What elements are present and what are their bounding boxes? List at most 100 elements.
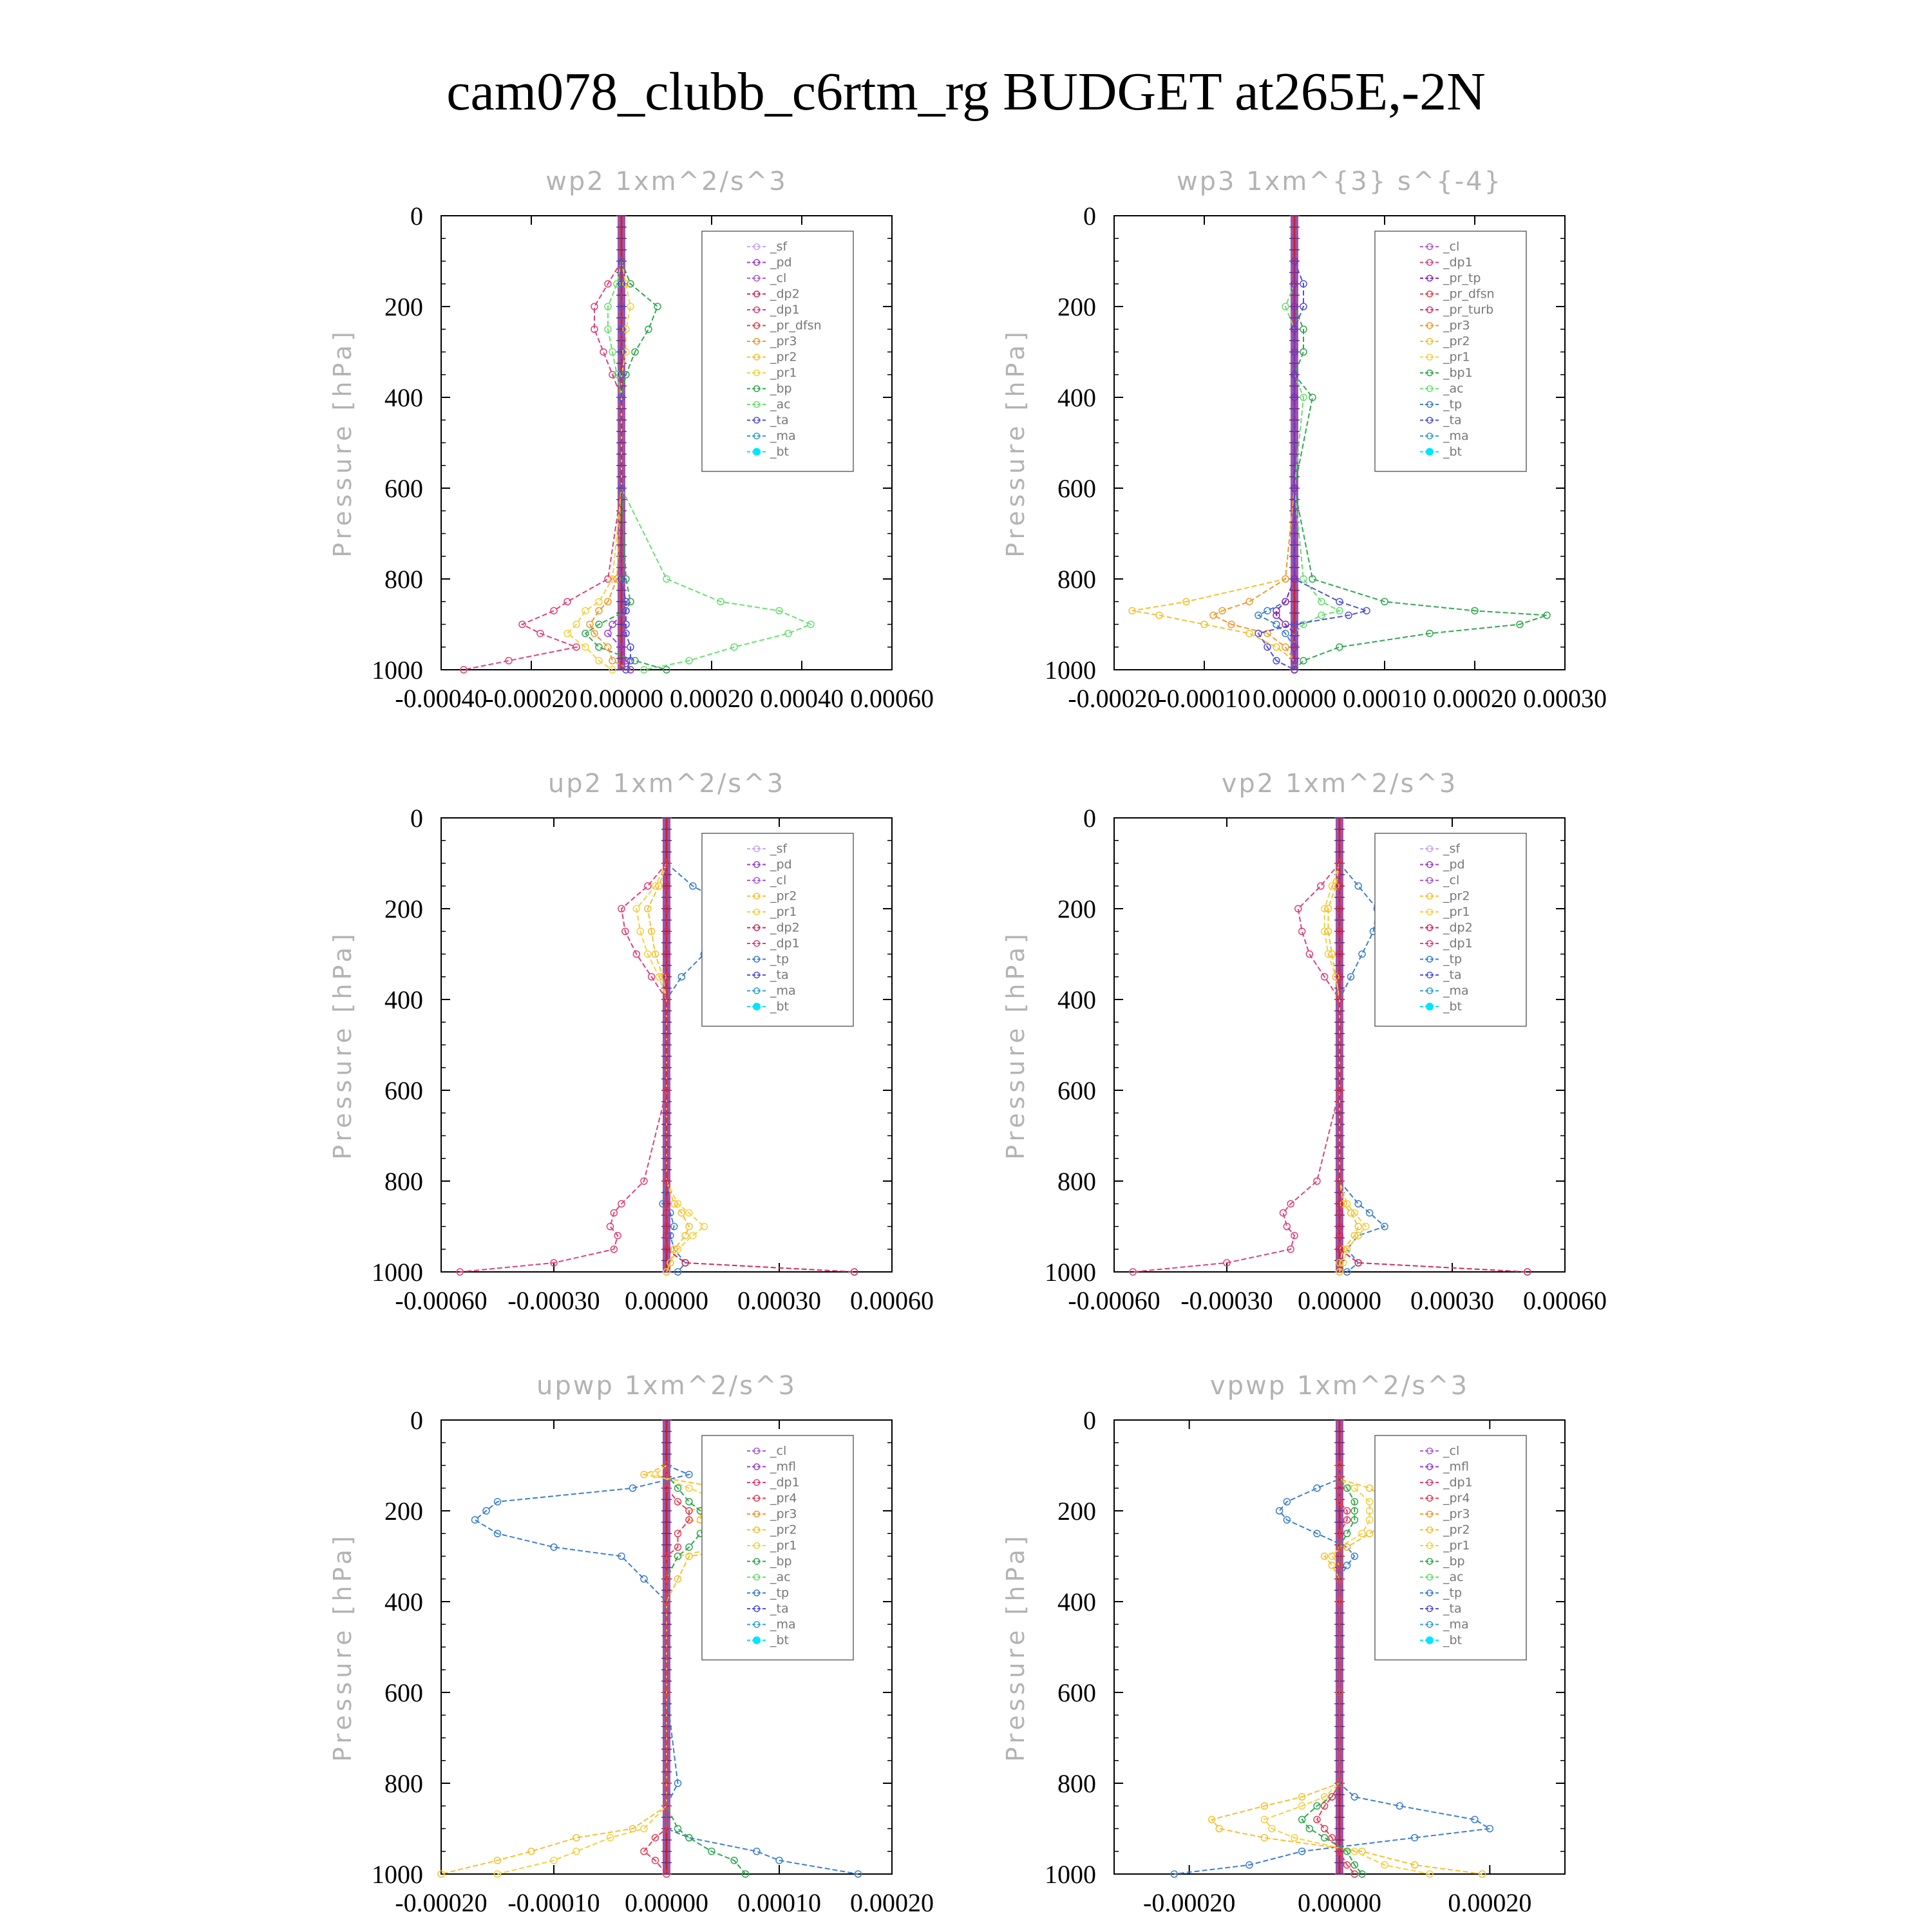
data-point-pr4 bbox=[685, 1516, 693, 1524]
data-point-pr1 bbox=[1362, 1222, 1370, 1231]
series-line-pr1 bbox=[1263, 1465, 1430, 1875]
data-point-bp bbox=[645, 325, 652, 333]
y-tick-label: 600 bbox=[384, 1076, 423, 1105]
data-point-tp bbox=[854, 1870, 862, 1878]
data-point-pr_tp bbox=[1291, 325, 1298, 333]
series-line-tp bbox=[1256, 261, 1295, 670]
data-point-pr1 bbox=[493, 1870, 502, 1878]
legend-label: _ta bbox=[770, 1602, 789, 1616]
data-point-tp bbox=[618, 1552, 625, 1560]
legend-label: _dp1 bbox=[1443, 936, 1473, 951]
data-point-pr_tp bbox=[1273, 607, 1280, 615]
legend-marker bbox=[753, 448, 761, 456]
panel-wp2: wp2 1xm^2/s^3 Pressure [hPa] 0 200 400 600 800… bbox=[328, 167, 934, 713]
data-point-pr2 bbox=[677, 1209, 686, 1217]
panel-title: vp2 1xm^2/s^3 bbox=[1222, 769, 1458, 799]
data-point-bp bbox=[627, 280, 634, 288]
legend-label: _cl bbox=[1443, 1444, 1459, 1458]
x-tick-label: -0.00010 bbox=[1158, 684, 1250, 713]
y-tick-label: 200 bbox=[1057, 895, 1096, 923]
legend-label: _ac bbox=[770, 397, 791, 412]
legend-label: _tp bbox=[1443, 397, 1462, 412]
data-point-bp bbox=[685, 1543, 693, 1551]
data-point-dp2 bbox=[663, 1200, 670, 1208]
legend-box bbox=[701, 231, 854, 472]
data-point-pr4 bbox=[1336, 1575, 1343, 1583]
legend-label: _bt bbox=[770, 999, 789, 1014]
legend-marker bbox=[753, 876, 761, 884]
legend-label: _dp1 bbox=[770, 936, 800, 951]
legend-marker bbox=[753, 432, 761, 440]
data-point-dp2 bbox=[1336, 1231, 1343, 1240]
data-point-pr1 bbox=[640, 1824, 648, 1833]
data-point-pr1 bbox=[1298, 1802, 1306, 1810]
legend-label: _ta bbox=[770, 968, 789, 982]
data-point-pr1 bbox=[609, 666, 616, 674]
data-point-pr2 bbox=[1332, 882, 1340, 890]
legend-marker bbox=[753, 1479, 761, 1486]
data-point-ta bbox=[1255, 629, 1262, 638]
data-point-dp2 bbox=[663, 1245, 670, 1253]
data-point-pr1 bbox=[651, 1470, 659, 1479]
data-point-tp bbox=[1313, 1484, 1321, 1492]
data-point-pr4 bbox=[1343, 1861, 1351, 1869]
y-tick-label: 600 bbox=[384, 474, 423, 503]
data-point-tp bbox=[1358, 950, 1366, 958]
y-axis-label: Pressure [hPa] bbox=[1001, 328, 1030, 558]
series-line-pr4 bbox=[1316, 1465, 1356, 1875]
data-point-ta bbox=[622, 666, 630, 674]
data-point-bp bbox=[708, 1848, 715, 1855]
data-point-pr1 bbox=[1268, 1824, 1276, 1833]
legend-marker bbox=[1426, 385, 1434, 392]
panel-title: wp2 1xm^2/s^3 bbox=[545, 167, 788, 196]
data-point-bp bbox=[685, 1498, 693, 1506]
legend-label: _bt bbox=[1443, 999, 1462, 1014]
legend-marker bbox=[1426, 1542, 1434, 1549]
legend-label: _cl bbox=[1443, 873, 1459, 887]
y-tick-label: 400 bbox=[1057, 1587, 1096, 1616]
data-point-pr2 bbox=[1343, 1543, 1351, 1551]
data-point-pr2 bbox=[1215, 1824, 1224, 1833]
legend-label: _dp2 bbox=[770, 921, 800, 935]
y-tick-label: 0 bbox=[1083, 202, 1096, 231]
y-tick-label: 1000 bbox=[372, 656, 423, 685]
data-point-pr2 bbox=[1324, 927, 1332, 935]
x-tick-label: -0.00030 bbox=[507, 1286, 600, 1315]
data-point-dp2 bbox=[1336, 905, 1343, 913]
legend-marker bbox=[753, 322, 761, 329]
legend-label: _pr3 bbox=[1443, 1507, 1470, 1521]
data-point-pr2 bbox=[1328, 950, 1336, 958]
data-point-tp bbox=[1264, 607, 1271, 615]
data-point-pd bbox=[622, 657, 630, 665]
data-point-tp bbox=[1365, 1209, 1374, 1217]
data-point-pr_tp bbox=[1291, 257, 1298, 265]
data-point-tp bbox=[640, 1575, 648, 1583]
data-point-ac bbox=[613, 371, 621, 379]
data-point-pr2 bbox=[437, 1870, 445, 1878]
data-point-pr4 bbox=[663, 1461, 670, 1470]
data-point-pr2 bbox=[1328, 1561, 1336, 1569]
data-point-ta bbox=[618, 325, 625, 333]
data-point-bp bbox=[1305, 1824, 1314, 1833]
data-point-pr4 bbox=[651, 1833, 659, 1842]
y-tick-label: 1000 bbox=[1045, 1258, 1096, 1287]
legend-label: _tp bbox=[1443, 952, 1462, 967]
legend-label: _dp1 bbox=[770, 1475, 800, 1490]
data-point-dp1 bbox=[456, 1268, 464, 1276]
legend-label: _pr1 bbox=[1443, 905, 1470, 919]
data-point-pr4 bbox=[1336, 1848, 1343, 1855]
data-point-bp bbox=[674, 1824, 682, 1833]
legend-marker bbox=[1426, 401, 1434, 408]
data-point-pr4 bbox=[663, 1802, 670, 1810]
y-tick-label: 200 bbox=[1057, 1497, 1096, 1526]
data-point-pr4 bbox=[663, 1484, 670, 1492]
data-point-pr3 bbox=[1227, 620, 1235, 629]
data-point-ac bbox=[1300, 620, 1307, 629]
legend-label: _pr2 bbox=[770, 1523, 797, 1537]
y-axis-label: Pressure [hPa] bbox=[328, 930, 357, 1160]
data-point-dp1 bbox=[1317, 882, 1325, 890]
data-point-bp1 bbox=[1543, 611, 1551, 620]
legend-box bbox=[1374, 833, 1527, 1027]
legend-label: _pr3 bbox=[770, 1507, 797, 1521]
data-point-pr1 bbox=[1365, 1516, 1374, 1524]
